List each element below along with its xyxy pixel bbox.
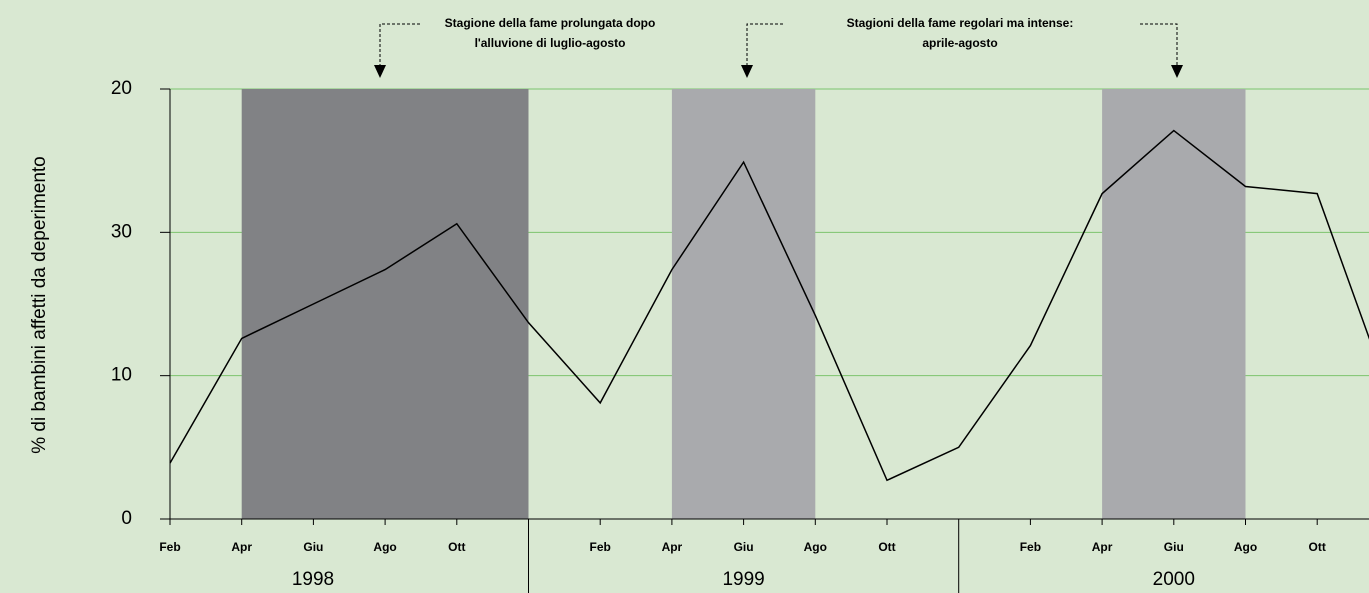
x-tick-label: Apr (1092, 540, 1113, 554)
x-tick-label: Feb (1020, 540, 1041, 554)
x-tick-label: Ott (878, 540, 895, 554)
y-tick-label: 10 (111, 365, 132, 386)
arrowhead (741, 65, 753, 78)
x-tick-label: Ott (448, 540, 465, 554)
x-tick-label: Ago (804, 540, 827, 554)
y-tick-label: 30 (111, 221, 132, 242)
leader (1140, 23, 1178, 66)
y-axis-title: % di bambini affetti da deperimento (29, 156, 50, 454)
arrowhead (1171, 65, 1183, 78)
x-tick-label: Apr (662, 540, 683, 554)
annotation-leaders (379, 23, 1178, 66)
x-tick-label: Feb (590, 540, 611, 554)
x-tick-label: Giu (734, 540, 754, 554)
annotation: l'alluvione di luglio-agosto (475, 36, 626, 50)
y-tick-label: 0 (121, 508, 132, 529)
annotation: Stagione della fame prolungata dopo (445, 16, 656, 30)
annotation: Stagioni della fame regolari ma intense: (847, 16, 1074, 30)
x-tick-label: Giu (303, 540, 323, 554)
year-label: 1998 (292, 569, 334, 590)
data-line (169, 129, 1369, 482)
shaded-period (1102, 89, 1246, 519)
y-tick-label: 20 (111, 78, 132, 99)
arrowhead (374, 65, 386, 78)
leader (746, 23, 783, 66)
x-tick-label: Giu (1164, 540, 1184, 554)
leader (379, 23, 420, 66)
shaded-period (671, 89, 816, 519)
x-tick-label: Ott (1309, 540, 1326, 554)
year-label: 1999 (722, 569, 764, 590)
shaded-period (241, 89, 529, 519)
plot-over: 0 10 30 20 Feb Apr Giu Ago Ott Feb Apr Giu Ago Ott Feb… (111, 78, 1369, 593)
x-tick-label: Feb (159, 540, 180, 554)
x-tick-label: Ago (1234, 540, 1257, 554)
x-tick-label: Ago (373, 540, 396, 554)
x-tick-label: Apr (231, 540, 252, 554)
bands (241, 89, 1246, 519)
arrowheads (374, 65, 1183, 78)
annotation: aprile-agosto (922, 36, 997, 50)
year-label: 2000 (1153, 569, 1195, 590)
